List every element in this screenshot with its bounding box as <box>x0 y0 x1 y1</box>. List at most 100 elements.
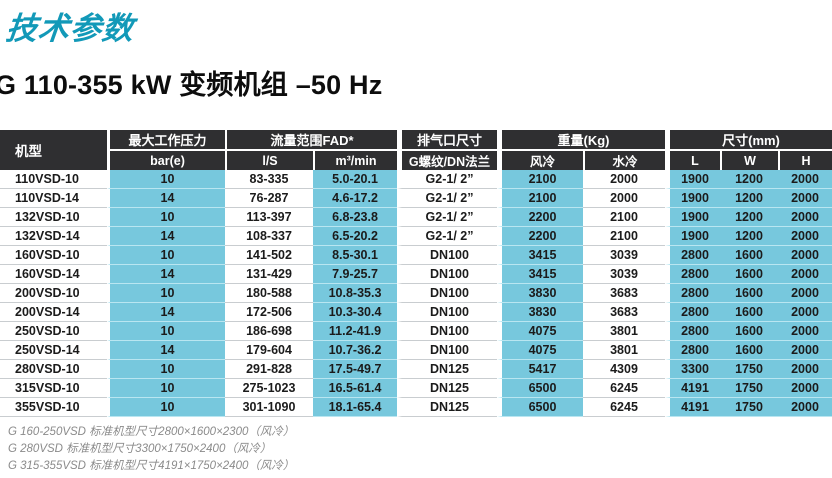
cell-weight-air: 2100 <box>497 170 583 189</box>
cell-dim-h: 2000 <box>778 284 832 303</box>
cell-dim-h: 2000 <box>778 208 832 227</box>
cell-dim-w: 1200 <box>720 170 778 189</box>
subheader-width: W <box>720 151 778 170</box>
cell-dim-l: 2800 <box>665 303 720 322</box>
cell-dim-w: 1600 <box>720 265 778 284</box>
cell-pressure: 10 <box>107 379 225 398</box>
cell-dim-l: 2800 <box>665 341 720 360</box>
cell-flow-m3min: 18.1-65.4 <box>313 398 397 417</box>
cell-pressure: 10 <box>107 322 225 341</box>
cell-weight-water: 6245 <box>583 379 665 398</box>
cell-model: 315VSD-10 <box>0 379 107 398</box>
table-row: 315VSD-10 10 275-1023 16.5-61.4 DN125 6500 624… <box>0 379 832 398</box>
cell-weight-air: 3415 <box>497 265 583 284</box>
cell-pressure: 14 <box>107 341 225 360</box>
cell-pressure: 10 <box>107 170 225 189</box>
cell-dim-w: 1750 <box>720 379 778 398</box>
subheader-m3min: m³/min <box>313 151 397 170</box>
cell-flow-m3min: 6.8-23.8 <box>313 208 397 227</box>
table-row: 110VSD-14 14 76-287 4.6-17.2 G2-1/ 2” 2100 200… <box>0 189 832 208</box>
footnote-280: G 280VSD 标准机型尺寸3300×1750×2400（风冷） <box>8 443 272 455</box>
cell-dim-l: 4191 <box>665 398 720 417</box>
cell-weight-water: 4309 <box>583 360 665 379</box>
header-group-row: 机型 最大工作压力 流量范围FAD* 排气口尺寸 重量(Kg) 尺寸(mm) <box>0 130 832 170</box>
cell-flow-ls: 83-335 <box>225 170 313 189</box>
cell-weight-water: 3039 <box>583 265 665 284</box>
cell-flow-ls: 172-506 <box>225 303 313 322</box>
cell-dim-h: 2000 <box>778 360 832 379</box>
spec-table-container: 机型 最大工作压力 流量范围FAD* 排气口尺寸 重量(Kg) 尺寸(mm) b… <box>0 130 832 417</box>
cell-pressure: 10 <box>107 208 225 227</box>
cell-weight-air: 4075 <box>497 322 583 341</box>
cell-weight-air: 3830 <box>497 303 583 322</box>
product-title: G 110-355 kW 变频机组 –50 Hz <box>0 70 383 100</box>
cell-weight-water: 2100 <box>583 227 665 246</box>
cell-flow-ls: 179-604 <box>225 341 313 360</box>
table-row: 355VSD-10 10 301-1090 18.1-65.4 DN125 6500 624… <box>0 398 832 417</box>
cell-model: 200VSD-14 <box>0 303 107 322</box>
cell-dim-w: 1600 <box>720 341 778 360</box>
cell-pressure: 10 <box>107 246 225 265</box>
cell-weight-air: 4075 <box>497 341 583 360</box>
subheader-ls: l/S <box>225 151 313 170</box>
cell-outlet: G2-1/ 2” <box>397 189 497 208</box>
table-row: 200VSD-14 14 172-506 10.3-30.4 DN100 3830 3683… <box>0 303 832 322</box>
cell-flow-m3min: 8.5-30.1 <box>313 246 397 265</box>
cell-dim-l: 1900 <box>665 227 720 246</box>
cell-model: 160VSD-14 <box>0 265 107 284</box>
footnotes: G 160-250VSD 标准机型尺寸2800×1600×2300（风冷） G … <box>8 424 294 475</box>
cell-pressure: 14 <box>107 227 225 246</box>
cell-dim-w: 1600 <box>720 303 778 322</box>
cell-model: 110VSD-14 <box>0 189 107 208</box>
spec-table: 机型 最大工作压力 流量范围FAD* 排气口尺寸 重量(Kg) 尺寸(mm) b… <box>0 130 832 417</box>
cell-model: 250VSD-14 <box>0 341 107 360</box>
cell-dim-w: 1200 <box>720 189 778 208</box>
cell-dim-l: 3300 <box>665 360 720 379</box>
cell-model: 280VSD-10 <box>0 360 107 379</box>
table-row: 250VSD-10 10 186-698 11.2-41.9 DN100 4075 3801… <box>0 322 832 341</box>
cell-pressure: 14 <box>107 189 225 208</box>
cell-model: 160VSD-10 <box>0 246 107 265</box>
cell-flow-ls: 131-429 <box>225 265 313 284</box>
cell-outlet: DN125 <box>397 398 497 417</box>
cell-dim-l: 2800 <box>665 284 720 303</box>
table-row: 132VSD-10 10 113-397 6.8-23.8 G2-1/ 2” 2200 21… <box>0 208 832 227</box>
cell-model: 355VSD-10 <box>0 398 107 417</box>
col-header-dimensions: 尺寸(mm) <box>665 130 832 151</box>
cell-model: 250VSD-10 <box>0 322 107 341</box>
cell-dim-l: 2800 <box>665 265 720 284</box>
cell-flow-ls: 113-397 <box>225 208 313 227</box>
cell-weight-water: 3801 <box>583 341 665 360</box>
section-title: 技术参数 <box>4 11 136 46</box>
cell-flow-ls: 301-1090 <box>225 398 313 417</box>
col-header-outlet-size: 排气口尺寸 <box>397 130 497 151</box>
cell-weight-water: 3683 <box>583 303 665 322</box>
cell-outlet: DN100 <box>397 341 497 360</box>
table-row: 160VSD-14 14 131-429 7.9-25.7 DN100 3415 3039 2… <box>0 265 832 284</box>
cell-dim-l: 1900 <box>665 170 720 189</box>
table-row: 280VSD-10 10 291-828 17.5-49.7 DN125 5417 4309… <box>0 360 832 379</box>
cell-pressure: 10 <box>107 398 225 417</box>
footnote-160-250: G 160-250VSD 标准机型尺寸2800×1600×2300（风冷） <box>8 426 295 438</box>
table-row: 110VSD-10 10 83-335 5.0-20.1 G2-1/ 2” 2100 200… <box>0 170 832 189</box>
cell-outlet: DN100 <box>397 303 497 322</box>
cell-dim-w: 1750 <box>720 360 778 379</box>
col-header-weight: 重量(Kg) <box>497 130 665 151</box>
cell-weight-water: 3801 <box>583 322 665 341</box>
cell-flow-ls: 180-588 <box>225 284 313 303</box>
cell-dim-w: 1200 <box>720 208 778 227</box>
table-row: 132VSD-14 14 108-337 6.5-20.2 G2-1/ 2” 2200 21… <box>0 227 832 246</box>
table-row: 200VSD-10 10 180-588 10.8-35.3 DN100 3830 3683… <box>0 284 832 303</box>
col-header-model: 机型 <box>0 130 107 170</box>
cell-outlet: G2-1/ 2” <box>397 208 497 227</box>
cell-flow-m3min: 17.5-49.7 <box>313 360 397 379</box>
cell-dim-w: 1200 <box>720 227 778 246</box>
cell-dim-w: 1750 <box>720 398 778 417</box>
cell-model: 110VSD-10 <box>0 170 107 189</box>
cell-flow-m3min: 5.0-20.1 <box>313 170 397 189</box>
table-row: 160VSD-10 10 141-502 8.5-30.1 DN100 3415 3039 2… <box>0 246 832 265</box>
cell-flow-m3min: 7.9-25.7 <box>313 265 397 284</box>
cell-weight-water: 3039 <box>583 246 665 265</box>
cell-flow-ls: 275-1023 <box>225 379 313 398</box>
